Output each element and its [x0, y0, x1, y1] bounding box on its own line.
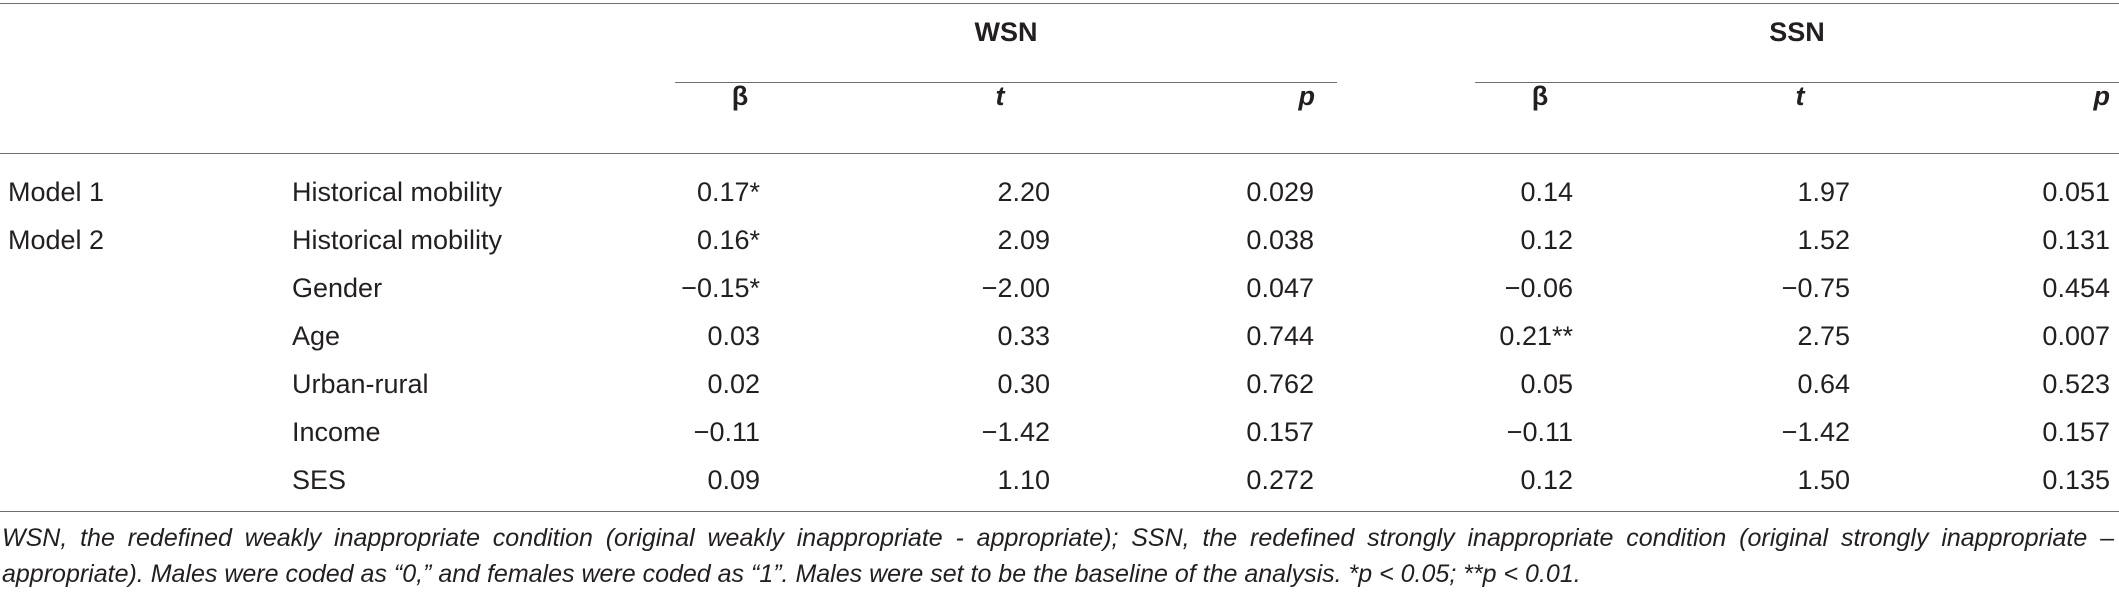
- variable-label: Urban-rural: [292, 369, 429, 399]
- ssn-p-value: 0.051: [2042, 177, 2110, 207]
- col-header-wsn-p: p: [1298, 81, 1316, 111]
- wsn-beta-value: −0.15*: [681, 273, 760, 303]
- wsn-p-value: 0.029: [1246, 177, 1314, 207]
- wsn-p-value: 0.157: [1246, 417, 1314, 447]
- ssn-group-rule: [1475, 82, 2119, 83]
- wsn-beta-value: 0.16*: [696, 225, 760, 255]
- ssn-p-value: 0.523: [2042, 369, 2110, 399]
- ssn-beta-value: 0.05: [1520, 369, 1573, 399]
- variable-label: Age: [292, 321, 341, 351]
- variable-label: Historical mobility: [292, 225, 503, 255]
- ssn-beta-value: 0.21**: [1499, 321, 1573, 351]
- wsn-t-value: 2.20: [997, 177, 1050, 207]
- variable-label: Income: [292, 417, 381, 447]
- variable-label: Historical mobility: [292, 177, 503, 207]
- ssn-p-value: 0.131: [2042, 225, 2110, 255]
- ssn-t-value: −0.75: [1781, 273, 1850, 303]
- col-header-ssn-p: p: [2093, 81, 2111, 111]
- col-header-wsn-t: t: [995, 81, 1005, 111]
- table-top-rule: [0, 3, 2119, 4]
- model-label: Model 1: [8, 177, 105, 207]
- group-header-wsn: WSN: [974, 17, 1038, 47]
- ssn-beta-value: 0.12: [1520, 225, 1573, 255]
- col-header-ssn-t: t: [1795, 81, 1805, 111]
- wsn-beta-value: 0.09: [707, 465, 760, 495]
- ssn-beta-value: −0.06: [1504, 273, 1573, 303]
- wsn-beta-value: −0.11: [693, 417, 760, 447]
- header-bottom-rule: [0, 153, 2119, 154]
- col-header-wsn-beta: β: [731, 81, 749, 111]
- variable-label: Gender: [292, 273, 383, 303]
- ssn-beta-value: 0.14: [1520, 177, 1573, 207]
- wsn-t-value: 2.09: [997, 225, 1050, 255]
- wsn-beta-value: 0.17*: [696, 177, 760, 207]
- wsn-p-value: 0.038: [1246, 225, 1314, 255]
- wsn-p-value: 0.762: [1246, 369, 1314, 399]
- wsn-group-rule: [675, 82, 1337, 83]
- ssn-beta-value: −0.11: [1506, 417, 1573, 447]
- model-label: Model 2: [8, 225, 105, 255]
- variable-label: SES: [292, 465, 347, 495]
- ssn-t-value: 1.97: [1797, 177, 1850, 207]
- ssn-t-value: 2.75: [1797, 321, 1850, 351]
- wsn-t-value: −1.42: [981, 417, 1050, 447]
- ssn-p-value: 0.135: [2042, 465, 2110, 495]
- ssn-t-value: 0.64: [1797, 369, 1850, 399]
- ssn-p-value: 0.157: [2042, 417, 2110, 447]
- wsn-t-value: 1.10: [997, 465, 1050, 495]
- wsn-p-value: 0.272: [1246, 465, 1314, 495]
- wsn-p-value: 0.744: [1246, 321, 1314, 351]
- wsn-p-value: 0.047: [1246, 273, 1314, 303]
- wsn-beta-value: 0.03: [707, 321, 760, 351]
- table-footnote: WSN, the redefined weakly inappropriate …: [2, 524, 2114, 588]
- wsn-beta-value: 0.02: [707, 369, 760, 399]
- col-header-ssn-beta: β: [1531, 81, 1549, 111]
- wsn-t-value: −2.00: [981, 273, 1050, 303]
- ssn-p-value: 0.454: [2042, 273, 2110, 303]
- ssn-t-value: 1.52: [1797, 225, 1850, 255]
- table-bottom-rule: [0, 511, 2119, 512]
- wsn-t-value: 0.33: [997, 321, 1050, 351]
- ssn-t-value: 1.50: [1797, 465, 1850, 495]
- ssn-p-value: 0.007: [2042, 321, 2110, 351]
- ssn-beta-value: 0.12: [1520, 465, 1573, 495]
- wsn-t-value: 0.30: [997, 369, 1050, 399]
- ssn-t-value: −1.42: [1781, 417, 1850, 447]
- group-header-ssn: SSN: [1769, 17, 1825, 47]
